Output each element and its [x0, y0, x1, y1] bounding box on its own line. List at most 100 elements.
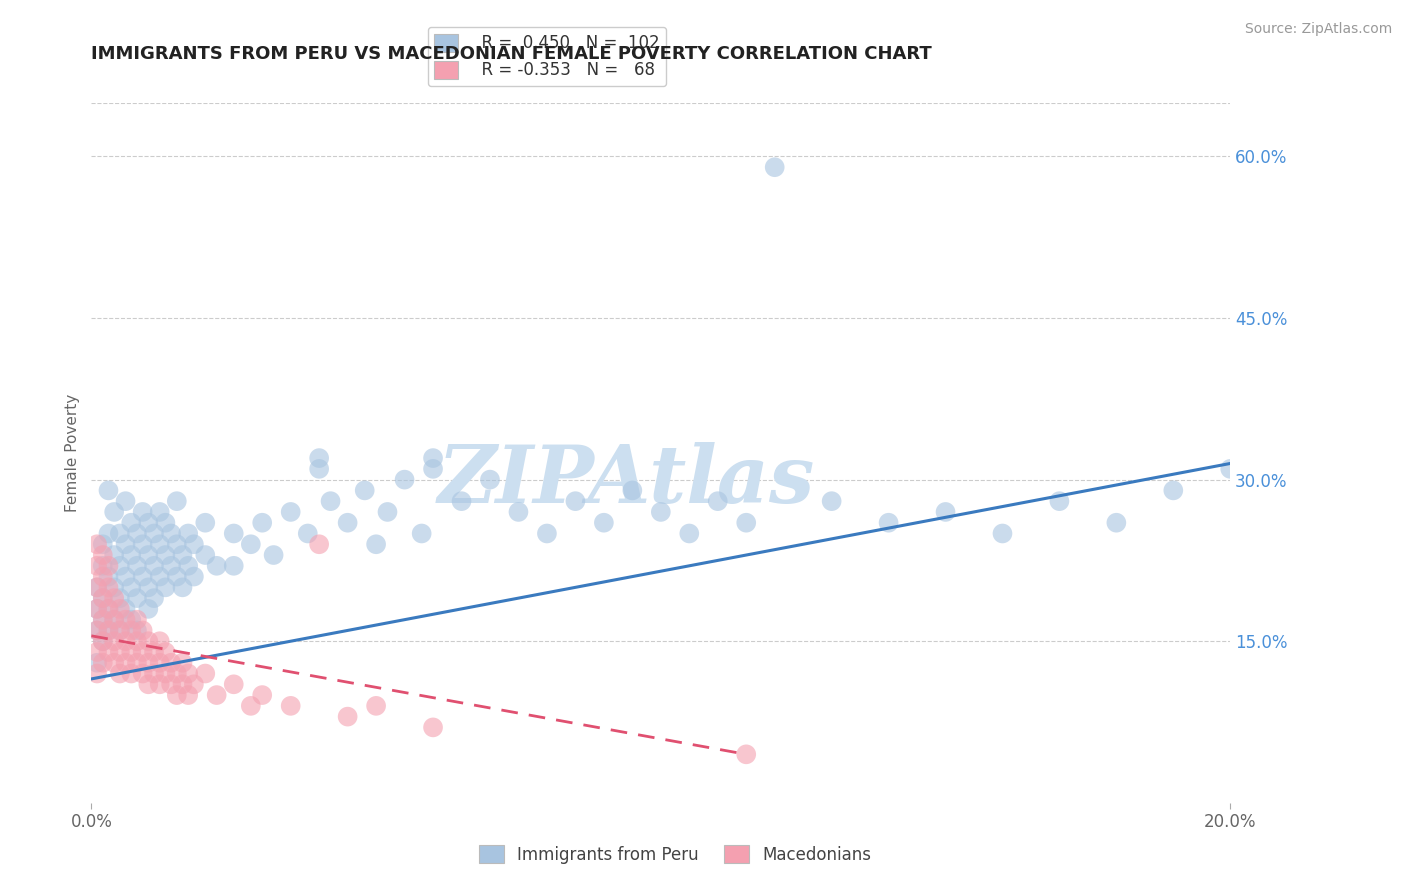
Point — [183, 537, 205, 551]
Point — [536, 526, 558, 541]
Point — [125, 624, 148, 638]
Point — [160, 526, 183, 541]
Legend: Immigrants from Peru, Macedonians: Immigrants from Peru, Macedonians — [472, 838, 877, 871]
Point — [131, 505, 153, 519]
Point — [239, 537, 262, 551]
Point — [183, 569, 205, 583]
Point — [763, 160, 786, 174]
Point — [297, 526, 319, 541]
Point — [131, 624, 153, 638]
Point — [86, 666, 108, 681]
Point — [108, 645, 131, 659]
Point — [194, 666, 217, 681]
Point — [155, 548, 177, 562]
Point — [86, 624, 108, 638]
Point — [177, 558, 200, 573]
Point — [91, 656, 114, 670]
Point — [422, 462, 444, 476]
Point — [149, 569, 172, 583]
Point — [86, 624, 108, 638]
Point — [138, 548, 160, 562]
Point — [103, 505, 125, 519]
Point — [86, 602, 108, 616]
Point — [280, 505, 302, 519]
Point — [160, 558, 183, 573]
Point — [336, 516, 359, 530]
Point — [120, 666, 142, 681]
Point — [97, 569, 120, 583]
Point — [149, 537, 172, 551]
Point — [166, 537, 188, 551]
Point — [91, 613, 114, 627]
Point — [172, 580, 194, 594]
Text: IMMIGRANTS FROM PERU VS MACEDONIAN FEMALE POVERTY CORRELATION CHART: IMMIGRANTS FROM PERU VS MACEDONIAN FEMAL… — [91, 45, 932, 62]
Point — [91, 591, 114, 606]
Point — [125, 558, 148, 573]
Point — [319, 494, 342, 508]
Point — [222, 677, 245, 691]
Point — [155, 666, 177, 681]
Point — [934, 505, 956, 519]
Point — [138, 580, 160, 594]
Point — [138, 656, 160, 670]
Point — [263, 548, 285, 562]
Point — [91, 613, 114, 627]
Point — [177, 666, 200, 681]
Point — [422, 720, 444, 734]
Point — [143, 645, 166, 659]
Point — [97, 645, 120, 659]
Point — [86, 645, 108, 659]
Point — [91, 558, 114, 573]
Point — [149, 677, 172, 691]
Point — [735, 516, 758, 530]
Point — [411, 526, 433, 541]
Y-axis label: Female Poverty: Female Poverty — [65, 393, 80, 512]
Point — [114, 537, 136, 551]
Point — [108, 666, 131, 681]
Point — [103, 591, 125, 606]
Point — [120, 580, 142, 594]
Point — [478, 473, 502, 487]
Point — [1049, 494, 1071, 508]
Point — [991, 526, 1014, 541]
Point — [364, 537, 387, 551]
Point — [1161, 483, 1184, 498]
Point — [120, 613, 142, 627]
Point — [138, 677, 160, 691]
Point — [593, 516, 616, 530]
Point — [706, 494, 728, 508]
Point — [103, 580, 125, 594]
Point — [177, 526, 200, 541]
Point — [155, 516, 177, 530]
Point — [103, 656, 125, 670]
Point — [125, 591, 148, 606]
Point — [114, 613, 136, 627]
Point — [97, 580, 120, 594]
Point — [91, 537, 114, 551]
Point — [97, 602, 120, 616]
Point — [621, 483, 644, 498]
Point — [250, 516, 273, 530]
Point — [86, 580, 108, 594]
Point — [194, 516, 217, 530]
Point — [108, 624, 131, 638]
Point — [108, 526, 131, 541]
Point — [508, 505, 530, 519]
Point — [97, 526, 120, 541]
Point — [177, 688, 200, 702]
Point — [308, 462, 330, 476]
Point — [149, 505, 172, 519]
Point — [239, 698, 262, 713]
Point — [91, 634, 114, 648]
Point — [820, 494, 842, 508]
Point — [172, 677, 194, 691]
Point — [222, 526, 245, 541]
Point — [120, 548, 142, 562]
Point — [125, 656, 148, 670]
Point — [166, 569, 188, 583]
Point — [125, 526, 148, 541]
Point — [108, 602, 131, 616]
Point — [166, 688, 188, 702]
Point — [149, 656, 172, 670]
Point — [138, 516, 160, 530]
